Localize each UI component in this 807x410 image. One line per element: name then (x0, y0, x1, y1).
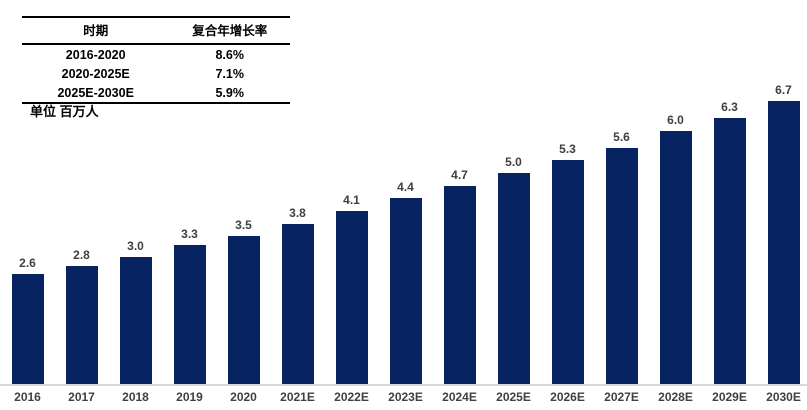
x-tick-2025E: 2025E (496, 390, 531, 404)
bar-value-label-2016: 2.6 (19, 256, 36, 270)
bar-value-label-2019: 3.3 (181, 227, 198, 241)
bar-value-label-2021E: 3.8 (289, 206, 306, 220)
x-tick-2027E: 2027E (604, 390, 639, 404)
bar-2024E (443, 186, 476, 384)
bar-2023E (389, 198, 422, 384)
x-tick-2017: 2017 (68, 390, 95, 404)
period-cell: 2016-2020 (65, 47, 126, 62)
cagr-cell: 7.1% (215, 66, 244, 81)
bar-value-label-2025E: 5.0 (505, 155, 522, 169)
cagr-table-header-period: 时期 (22, 17, 170, 45)
bar-value-label-2020: 3.5 (235, 218, 252, 232)
x-tick-2018: 2018 (122, 390, 149, 404)
x-tick-2021E: 2021E (280, 390, 315, 404)
bar-2016 (11, 274, 44, 384)
cagr-table-header-row: 时期 复合年增长率 (22, 17, 290, 45)
period-cell: 2025E-2030E (57, 85, 134, 100)
bar-value-label-2018: 3.0 (127, 239, 144, 253)
bar-value-label-2017: 2.8 (73, 248, 90, 262)
x-axis-line (0, 384, 807, 386)
period-cell: 2020-2025E (61, 66, 130, 81)
bar-value-label-2027E: 5.6 (613, 130, 630, 144)
x-tick-2028E: 2028E (658, 390, 693, 404)
x-tick-2030E: 2030E (766, 390, 801, 404)
bar-2018 (119, 257, 152, 384)
bar-2028E (659, 131, 692, 384)
bar-2020 (227, 236, 260, 384)
bar-value-label-2028E: 6.0 (667, 113, 684, 127)
bar-2030E (767, 101, 800, 384)
x-tick-2023E: 2023E (388, 390, 423, 404)
x-tick-2026E: 2026E (550, 390, 585, 404)
bar-value-label-2026E: 5.3 (559, 142, 576, 156)
cagr-cell: 8.6% (215, 47, 244, 62)
cagr-table: 时期 复合年增长率 2016-2020 8.6% 2020-2025E 7.1%… (22, 16, 290, 104)
bar-2019 (173, 245, 206, 384)
bar-2025E (497, 173, 530, 384)
cagr-table-header-cagr: 复合年增长率 (169, 17, 290, 45)
bar-2026E (551, 160, 584, 384)
bar-2017 (65, 266, 98, 384)
x-tick-2016: 2016 (14, 390, 41, 404)
bar-2027E (605, 148, 638, 384)
bar-value-label-2023E: 4.4 (397, 180, 414, 194)
table-row-2020-2025e: 2020-2025E 7.1% (22, 64, 290, 83)
x-tick-2024E: 2024E (442, 390, 477, 404)
bar-value-label-2024E: 4.7 (451, 168, 468, 182)
table-row-2025e-2030e: 2025E-2030E 5.9% (22, 83, 290, 103)
x-tick-2029E: 2029E (712, 390, 747, 404)
table-row-2016-2020: 2016-2020 8.6% (22, 44, 290, 64)
unit-label: 单位 百万人 (30, 104, 99, 119)
x-tick-2020: 2020 (230, 390, 257, 404)
cagr-cell: 5.9% (215, 85, 244, 100)
bar-value-label-2030E: 6.7 (775, 83, 792, 97)
x-tick-2022E: 2022E (334, 390, 369, 404)
bar-value-label-2029E: 6.3 (721, 100, 738, 114)
bar-2022E (335, 211, 368, 384)
bar-2021E (281, 224, 314, 384)
x-tick-2019: 2019 (176, 390, 203, 404)
bar-value-label-2022E: 4.1 (343, 193, 360, 207)
bar-2029E (713, 118, 746, 384)
